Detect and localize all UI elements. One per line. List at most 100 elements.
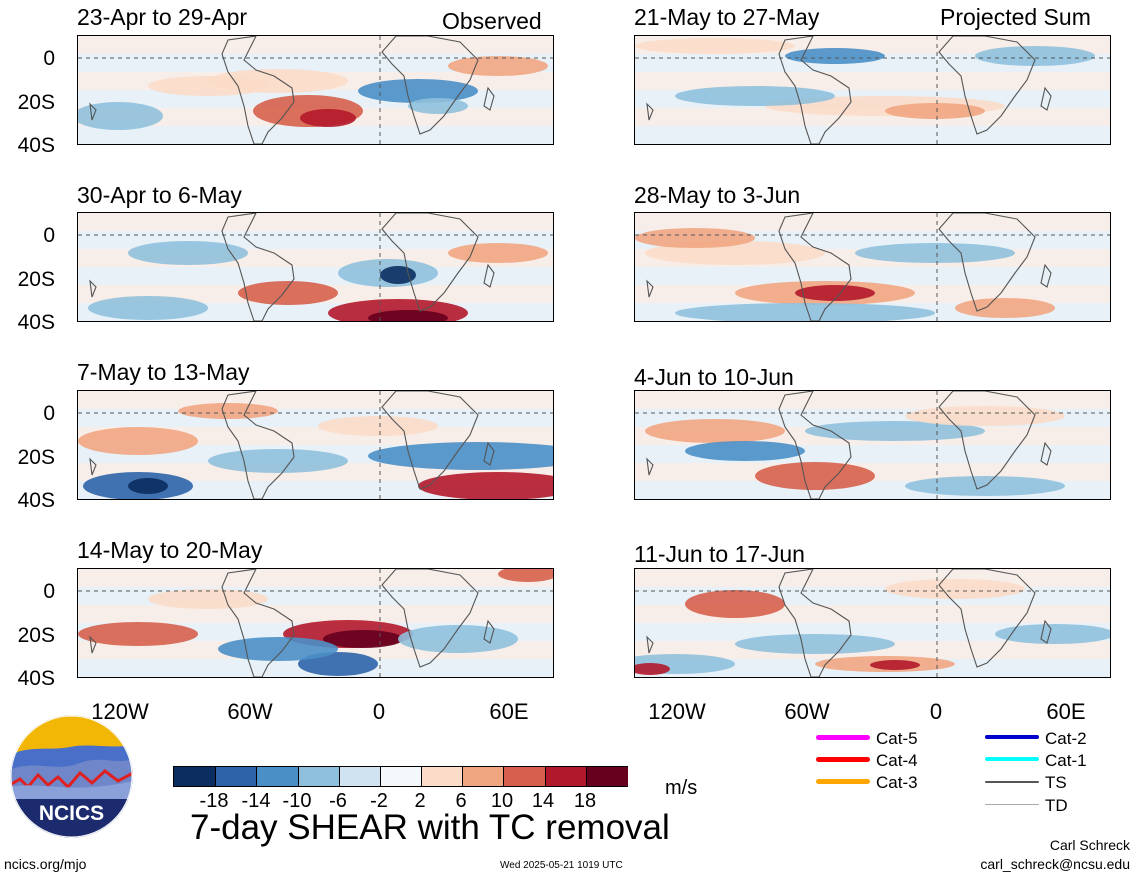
shear-anomaly: [645, 419, 785, 443]
coastline: [89, 635, 97, 654]
legend-label-td: TD: [1045, 796, 1068, 815]
shear-field: [78, 569, 553, 677]
map-panel-left-2: [77, 212, 554, 322]
y-tick: 20S: [17, 268, 55, 291]
y-tick: 0: [43, 580, 55, 603]
y-tick: 20S: [17, 91, 55, 114]
shear-anomaly: [398, 625, 518, 653]
legend-swatch-cat4: [816, 757, 870, 762]
ncics-logo: NCICS: [10, 715, 133, 838]
shear-anomaly: [995, 624, 1110, 644]
panel-title-right-3: 4-Jun to 10-Jun: [634, 364, 794, 390]
shear-anomaly: [755, 462, 875, 490]
shear-anomaly: [855, 243, 1015, 263]
colorbar-swatch: [462, 767, 505, 786]
shear-anomaly: [358, 79, 478, 103]
shear-field: [635, 213, 1110, 321]
y-tick: 20S: [17, 624, 55, 647]
shear-anomaly: [498, 569, 553, 582]
colorbar-swatch: [379, 767, 423, 786]
coastline: [646, 279, 654, 298]
colorbar-tick: -2: [370, 790, 388, 812]
shear-anomaly: [88, 296, 208, 320]
shear-anomaly: [128, 478, 168, 494]
legend-swatch-td: [985, 804, 1039, 805]
panel-title-left-1: 23-Apr to 29-Apr: [77, 4, 248, 30]
map-panel-right-3: [634, 390, 1111, 500]
coastline: [89, 102, 97, 121]
y-tick: 0: [43, 402, 55, 425]
shear-anomaly: [635, 228, 755, 248]
coastline: [221, 36, 295, 144]
colorbar-tick: 10: [490, 790, 514, 812]
shear-anomaly: [318, 416, 438, 436]
coastline: [381, 569, 479, 668]
coastline: [483, 619, 495, 644]
coastline: [938, 36, 1036, 135]
coastline: [646, 102, 654, 121]
x-tick: 0: [372, 699, 386, 724]
shear-anomaly: [785, 48, 885, 64]
colorbar-tick: -6: [329, 790, 347, 812]
y-tick: 0: [43, 47, 55, 70]
shear-anomaly: [675, 86, 835, 106]
coastline: [778, 569, 852, 677]
panel-title-right-2: 28-May to 3-Jun: [634, 182, 801, 208]
colorbar-units: m/s: [665, 777, 698, 799]
coastline: [938, 391, 1036, 490]
shear-anomaly: [148, 589, 268, 609]
y-tick: 40S: [17, 134, 55, 157]
colorbar-swatch: [503, 767, 546, 786]
x-tick: 60W: [227, 699, 273, 724]
colorbar-swatch: [338, 767, 381, 786]
panel-title-left-2: 30-Apr to 6-May: [77, 182, 242, 208]
colorbar-swatch: [256, 767, 299, 786]
legend-label-cat4: Cat-4: [876, 751, 918, 770]
shear-anomaly: [905, 406, 1065, 426]
shear-anomaly: [78, 427, 198, 455]
projected-label: Projected Sum: [940, 4, 1091, 30]
colorbar-swatch: [215, 767, 258, 786]
shear-anomaly: [300, 109, 356, 127]
coastline: [778, 391, 852, 499]
legend-label-ts: TS: [1045, 773, 1067, 792]
shear-anomaly: [955, 298, 1055, 318]
panel-title-left-3: 7-May to 13-May: [77, 359, 250, 385]
coastline: [938, 213, 1036, 312]
shear-anomaly: [685, 441, 805, 461]
main-title: 7-day SHEAR with TC removal: [190, 808, 670, 847]
footer-email[interactable]: carl_schreck@ncsu.edu: [980, 856, 1130, 872]
coastline: [938, 569, 1036, 668]
observed-label: Observed: [442, 8, 542, 34]
logo-text: NCICS: [39, 802, 104, 825]
shear-anomaly: [218, 637, 338, 661]
shear-anomaly: [78, 102, 163, 130]
shear-anomaly: [885, 103, 985, 119]
coastline: [483, 86, 495, 111]
y-tick: 40S: [17, 489, 55, 512]
coastline: [1040, 86, 1052, 111]
footer-url[interactable]: ncics.org/mjo: [4, 856, 87, 872]
colorbar-tick: -18: [199, 790, 229, 812]
colorbar-tick: 6: [455, 790, 467, 812]
legend-label-cat1: Cat-1: [1045, 751, 1087, 770]
legend-swatch-cat3: [816, 779, 870, 784]
colorbar-swatch: [174, 767, 216, 786]
colorbar: [173, 766, 628, 787]
coastline: [381, 391, 479, 490]
shear-anomaly: [148, 76, 268, 96]
shear-anomaly: [975, 46, 1095, 66]
x-tick: 120W: [648, 699, 706, 724]
colorbar-swatch: [585, 767, 628, 786]
map-panel-left-1: [77, 35, 554, 145]
colorbar-swatch: [421, 767, 464, 786]
shear-anomaly: [635, 38, 795, 54]
shear-anomaly: [323, 630, 403, 648]
x-tick: 60E: [489, 699, 529, 724]
shear-field: [78, 213, 553, 321]
coastline: [646, 635, 654, 654]
colorbar-tick: 18: [573, 790, 597, 812]
shear-anomaly: [238, 281, 338, 305]
colorbar-tick: -14: [241, 790, 271, 812]
shear-anomaly: [448, 56, 548, 76]
